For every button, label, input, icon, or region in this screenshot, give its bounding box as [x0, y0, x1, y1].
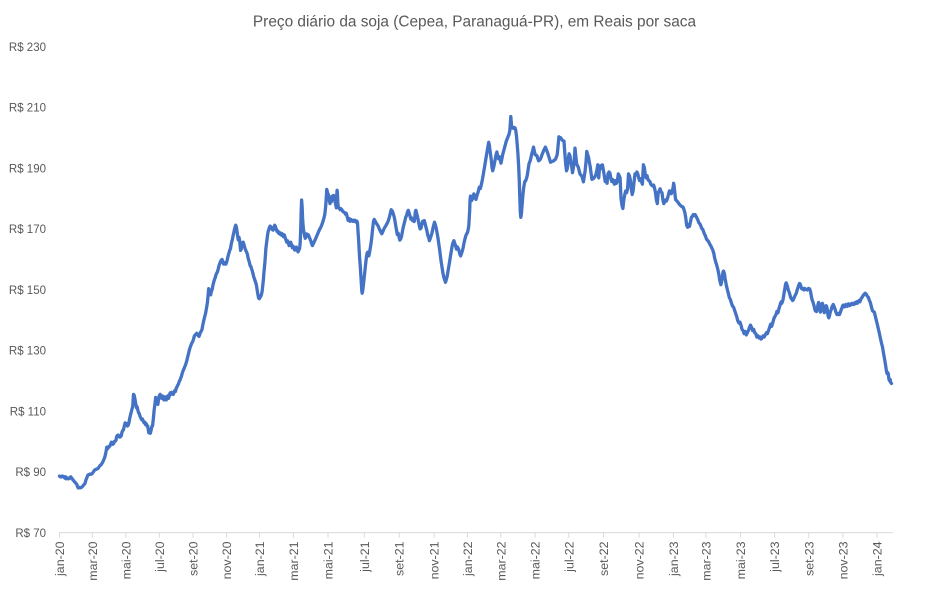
svg-text:jul-23: jul-23 [768, 541, 782, 572]
svg-text:jul-22: jul-22 [562, 541, 576, 572]
svg-text:R$ 90: R$ 90 [15, 467, 46, 479]
svg-text:R$ 130: R$ 130 [9, 346, 46, 358]
svg-text:mai-23: mai-23 [734, 541, 748, 579]
svg-text:set-21: set-21 [393, 541, 407, 576]
svg-text:nov-23: nov-23 [836, 541, 850, 579]
svg-text:mar-22: mar-22 [494, 541, 508, 580]
svg-text:R$ 110: R$ 110 [10, 406, 46, 418]
svg-text:R$ 70: R$ 70 [15, 528, 46, 540]
svg-text:set-23: set-23 [802, 541, 816, 576]
svg-text:set-20: set-20 [187, 541, 201, 576]
svg-text:mar-21: mar-21 [287, 541, 301, 580]
svg-text:mai-20: mai-20 [119, 541, 133, 579]
svg-text:jul-21: jul-21 [358, 541, 372, 572]
svg-text:R$ 190: R$ 190 [9, 163, 46, 175]
svg-text:jan-22: jan-22 [461, 541, 475, 577]
svg-text:mar-23: mar-23 [699, 541, 713, 580]
svg-text:mai-22: mai-22 [529, 541, 543, 579]
svg-text:R$ 230: R$ 230 [9, 42, 46, 54]
svg-text:jan-20: jan-20 [53, 541, 67, 577]
svg-text:jan-23: jan-23 [667, 541, 681, 577]
svg-text:Preço diário da soja (Cepea,: Preço diário da soja (Cepea, Paranaguá-P… [253, 14, 697, 31]
svg-text:mai-21: mai-21 [322, 541, 336, 579]
svg-text:jul-20: jul-20 [153, 541, 167, 572]
svg-text:jan-24: jan-24 [871, 541, 885, 577]
svg-text:set-22: set-22 [597, 541, 611, 576]
svg-text:R$ 150: R$ 150 [9, 285, 46, 297]
svg-text:jan-21: jan-21 [253, 541, 267, 577]
svg-text:R$ 210: R$ 210 [9, 103, 46, 115]
svg-text:nov-22: nov-22 [633, 541, 647, 579]
svg-text:R$ 170: R$ 170 [9, 224, 46, 236]
svg-text:mar-20: mar-20 [86, 541, 100, 580]
svg-text:nov-20: nov-20 [220, 541, 234, 579]
svg-text:nov-21: nov-21 [428, 541, 442, 579]
